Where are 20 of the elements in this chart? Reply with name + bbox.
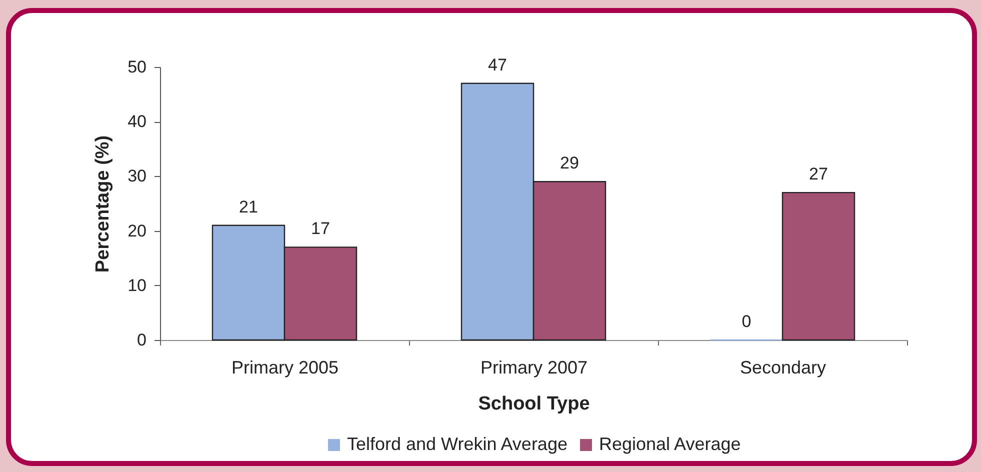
y-tick-label: 40: [128, 112, 146, 132]
data-label: 27: [809, 164, 828, 184]
y-tick-label: 0: [137, 330, 146, 350]
y-tick-label: 50: [128, 58, 146, 76]
bar: [782, 192, 856, 341]
legend-label: Telford and Wrekin Average: [347, 434, 568, 454]
legend-label: Regional Average: [599, 434, 741, 454]
data-label: 29: [560, 154, 579, 173]
y-axis-title: Percentage (%): [92, 135, 114, 273]
y-tick-label: 10: [128, 276, 146, 295]
data-label: 0: [742, 312, 752, 331]
x-tick-label: Primary 2007: [480, 358, 588, 378]
x-tick-label: Primary 2005: [231, 358, 339, 378]
y-tick-label: 30: [128, 166, 146, 186]
y-tick-label: 20: [128, 221, 146, 240]
data-label: 17: [311, 219, 330, 238]
x-tick-label: Secondary: [740, 358, 826, 378]
data-label: 21: [239, 197, 258, 216]
data-label: 47: [488, 55, 507, 74]
x-axis-title: School Type: [478, 394, 590, 414]
